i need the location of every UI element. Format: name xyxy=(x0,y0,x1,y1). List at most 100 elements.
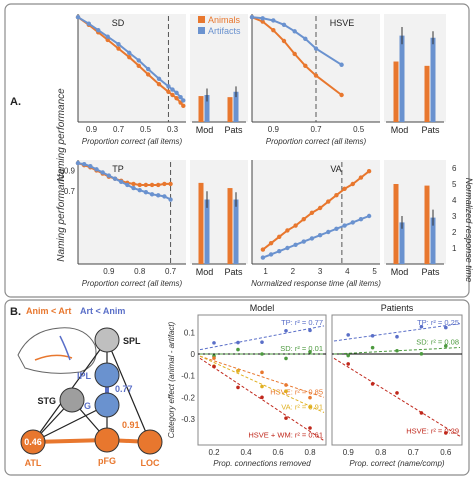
data-point xyxy=(143,190,149,195)
data-point xyxy=(112,176,118,181)
network-edge xyxy=(106,339,151,443)
scatter-point xyxy=(419,411,424,415)
plot-bg xyxy=(197,314,327,446)
scatter-point xyxy=(236,340,240,345)
chart-title: HSVE xyxy=(330,18,355,28)
data-point xyxy=(143,182,149,188)
fit-label: VA: r² = 0.91 xyxy=(281,403,323,412)
scatter-point xyxy=(260,340,264,344)
y-tick-label: 0.1 xyxy=(184,328,196,337)
x-tick-label: 0.4 xyxy=(240,448,252,457)
node-spl xyxy=(94,327,120,353)
bar-artifacts-pats xyxy=(430,37,436,123)
x-tick-label: 2 xyxy=(291,267,296,276)
data-point xyxy=(260,255,266,260)
data-point xyxy=(268,241,274,246)
data-point xyxy=(75,160,81,166)
data-point xyxy=(292,29,297,34)
bar-category-label: Mod xyxy=(391,125,409,135)
y-tick-label: -0.2 xyxy=(181,393,195,402)
panel-a-frame xyxy=(4,3,470,298)
scatter-point xyxy=(212,341,216,345)
data-point xyxy=(326,199,331,204)
data-point xyxy=(339,92,344,98)
data-point xyxy=(358,175,364,180)
data-point xyxy=(94,167,99,172)
right-tick-label: 6 xyxy=(452,164,457,173)
data-point xyxy=(156,82,162,87)
scatter-point xyxy=(284,416,288,420)
scatter-point xyxy=(284,389,288,394)
data-point xyxy=(106,173,112,178)
y-tick-label: 0.7 xyxy=(64,187,76,196)
data-point xyxy=(146,72,151,77)
fit-line xyxy=(199,325,325,351)
bar-artifacts-pats xyxy=(233,199,239,264)
data-point xyxy=(174,96,179,101)
data-point xyxy=(271,28,276,33)
data-point xyxy=(350,181,355,187)
x-axis-label: Proportion correct (all items) xyxy=(82,137,183,146)
x-axis-label: Prop. correct (name/comp) xyxy=(349,459,444,468)
bar-animals-mod xyxy=(393,184,399,264)
x-tick-label: 0.7 xyxy=(310,125,322,134)
node-ipl xyxy=(94,362,120,388)
scatter-point xyxy=(284,328,288,333)
scatter-point xyxy=(308,328,312,333)
x-tick-label: 0.9 xyxy=(103,267,115,276)
node-pfg xyxy=(94,427,120,453)
data-point xyxy=(268,252,274,257)
scatter-point xyxy=(395,348,399,353)
x-tick-label: 0.8 xyxy=(304,448,316,457)
bar-animals-mod xyxy=(393,61,399,122)
node-atl xyxy=(20,429,46,455)
node-label-atl: ATL xyxy=(25,458,42,468)
hsve-bar-chart: Mod Pats xyxy=(384,14,446,135)
scatter-point xyxy=(308,405,312,409)
data-point xyxy=(136,63,141,69)
node-loc xyxy=(137,429,163,455)
legend-artifacts: Artifacts xyxy=(208,26,241,36)
tp-bar-chart: Mod Pats xyxy=(190,160,248,277)
brain-pathway-blue xyxy=(59,335,71,361)
x-tick-label: 0.2 xyxy=(208,448,220,457)
scatter-point xyxy=(236,347,240,352)
node-label-stg: STG xyxy=(37,396,56,406)
scatter-point xyxy=(236,369,240,373)
data-point xyxy=(178,94,183,100)
va-bar-chart: Mod Pats xyxy=(384,160,446,277)
legend-swatch-artifacts xyxy=(198,27,205,34)
model-scatter: Model TP: r² = 0.77 SD: r² = 0.01 HSVE: r² … xyxy=(167,303,327,468)
node-label-spl: SPL xyxy=(123,336,141,346)
data-point xyxy=(334,193,339,198)
data-point xyxy=(317,233,323,238)
node-label-pfg: pFG xyxy=(98,456,116,466)
right-tick-label: 1 xyxy=(452,244,457,253)
x-tick-label: 4 xyxy=(345,267,350,276)
data-point xyxy=(131,181,136,187)
plot-bg xyxy=(384,14,446,122)
data-point xyxy=(174,90,179,96)
scatter-point xyxy=(346,362,351,366)
fit-label: HSVE: r² = 0.85 xyxy=(270,387,323,396)
data-point xyxy=(166,84,171,89)
plot-bg xyxy=(78,160,186,264)
bar-animals-mod xyxy=(198,96,204,122)
data-point xyxy=(301,239,306,244)
scatter-point xyxy=(308,426,312,430)
chart-title: Patients xyxy=(381,303,414,313)
y-tick-label: 0 xyxy=(191,350,196,359)
data-point xyxy=(277,249,282,254)
data-point xyxy=(170,87,175,92)
x-axis-label: Proportion correct (all items) xyxy=(266,137,367,146)
scatter-point xyxy=(212,364,216,369)
fit-label: HSVE + WM: r² = 0.61 xyxy=(248,431,323,440)
x-tick-label: 0.7 xyxy=(113,125,125,134)
fit-label: SD: r² = 0.01 xyxy=(280,344,323,353)
data-point xyxy=(303,63,308,69)
bar-animals-mod xyxy=(198,182,204,264)
y-axis-label: Category effect (animal - artifact) xyxy=(167,321,176,438)
x-tick-label: 5 xyxy=(372,267,377,276)
fit-label: TP: r² = 0.25 xyxy=(417,318,459,327)
bar-category-label: Pats xyxy=(421,125,440,135)
